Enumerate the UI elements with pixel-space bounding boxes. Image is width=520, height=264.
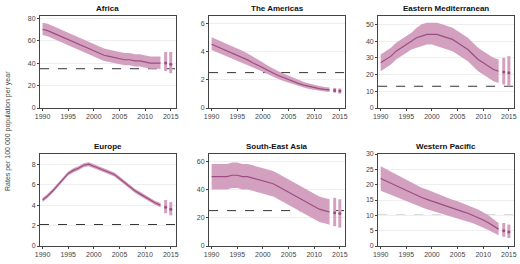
svg-text:0: 0 [370, 104, 374, 111]
svg-text:2010: 2010 [475, 113, 491, 120]
svg-text:1990: 1990 [204, 113, 220, 120]
svg-text:2015: 2015 [163, 113, 179, 120]
svg-text:40: 40 [366, 38, 374, 45]
svg-text:20: 20 [366, 71, 374, 78]
svg-text:2: 2 [201, 76, 205, 83]
svg-text:50: 50 [366, 21, 374, 28]
svg-text:1995: 1995 [60, 251, 76, 258]
svg-text:South-East Asia: South-East Asia [246, 142, 308, 151]
svg-text:2000: 2000 [86, 113, 102, 120]
svg-text:2010: 2010 [475, 251, 491, 258]
svg-text:2015: 2015 [163, 251, 179, 258]
svg-text:1990: 1990 [204, 251, 220, 258]
svg-text:2005: 2005 [112, 113, 128, 120]
svg-text:6: 6 [201, 20, 205, 27]
svg-text:2010: 2010 [306, 251, 322, 258]
svg-text:2005: 2005 [112, 251, 128, 258]
svg-text:60: 60 [28, 37, 36, 44]
svg-text:1995: 1995 [60, 113, 76, 120]
svg-text:2010: 2010 [137, 113, 153, 120]
svg-text:2015: 2015 [332, 251, 348, 258]
svg-text:1995: 1995 [399, 251, 415, 258]
svg-text:5: 5 [370, 227, 374, 234]
svg-text:0: 0 [370, 242, 374, 249]
svg-text:60: 60 [197, 158, 205, 165]
svg-text:Rates per 100 000 population p: Rates per 100 000 population per year [4, 71, 12, 191]
svg-text:4: 4 [32, 202, 36, 209]
svg-text:0: 0 [201, 242, 205, 249]
svg-text:2005: 2005 [281, 113, 297, 120]
svg-text:1990: 1990 [373, 113, 389, 120]
svg-text:2000: 2000 [424, 113, 440, 120]
svg-text:Western Pacific: Western Pacific [416, 142, 476, 151]
svg-text:The Americas: The Americas [251, 4, 304, 13]
svg-text:2015: 2015 [332, 113, 348, 120]
svg-text:20: 20 [28, 82, 36, 89]
svg-text:Eastern Mediterranean: Eastern Mediterranean [403, 4, 489, 13]
svg-text:1990: 1990 [35, 113, 51, 120]
svg-text:Europe: Europe [94, 142, 122, 151]
svg-text:2005: 2005 [450, 113, 466, 120]
svg-text:2000: 2000 [255, 251, 271, 258]
svg-text:10: 10 [366, 212, 374, 219]
svg-text:2000: 2000 [255, 113, 271, 120]
svg-text:2015: 2015 [501, 251, 517, 258]
svg-text:Africa: Africa [96, 4, 119, 13]
svg-text:25: 25 [366, 166, 374, 173]
svg-text:2005: 2005 [281, 251, 297, 258]
svg-text:1990: 1990 [373, 251, 389, 258]
svg-text:2005: 2005 [450, 251, 466, 258]
svg-text:2: 2 [32, 222, 36, 229]
svg-text:1995: 1995 [229, 251, 245, 258]
svg-text:20: 20 [366, 181, 374, 188]
svg-text:2000: 2000 [424, 251, 440, 258]
svg-text:1995: 1995 [399, 113, 415, 120]
svg-text:2015: 2015 [501, 113, 517, 120]
svg-text:30: 30 [366, 150, 374, 157]
svg-text:20: 20 [197, 214, 205, 221]
svg-text:0: 0 [201, 104, 205, 111]
svg-text:8: 8 [32, 161, 36, 168]
svg-text:80: 80 [28, 15, 36, 22]
svg-text:4: 4 [201, 48, 205, 55]
svg-text:2010: 2010 [137, 251, 153, 258]
svg-text:1995: 1995 [229, 113, 245, 120]
svg-text:10: 10 [366, 88, 374, 95]
svg-text:40: 40 [197, 186, 205, 193]
svg-text:0: 0 [32, 242, 36, 249]
svg-text:40: 40 [28, 60, 36, 67]
svg-text:30: 30 [366, 54, 374, 61]
svg-text:15: 15 [366, 196, 374, 203]
svg-text:2000: 2000 [86, 251, 102, 258]
svg-text:0: 0 [32, 104, 36, 111]
svg-text:6: 6 [32, 181, 36, 188]
svg-text:2010: 2010 [306, 113, 322, 120]
svg-text:1990: 1990 [35, 251, 51, 258]
